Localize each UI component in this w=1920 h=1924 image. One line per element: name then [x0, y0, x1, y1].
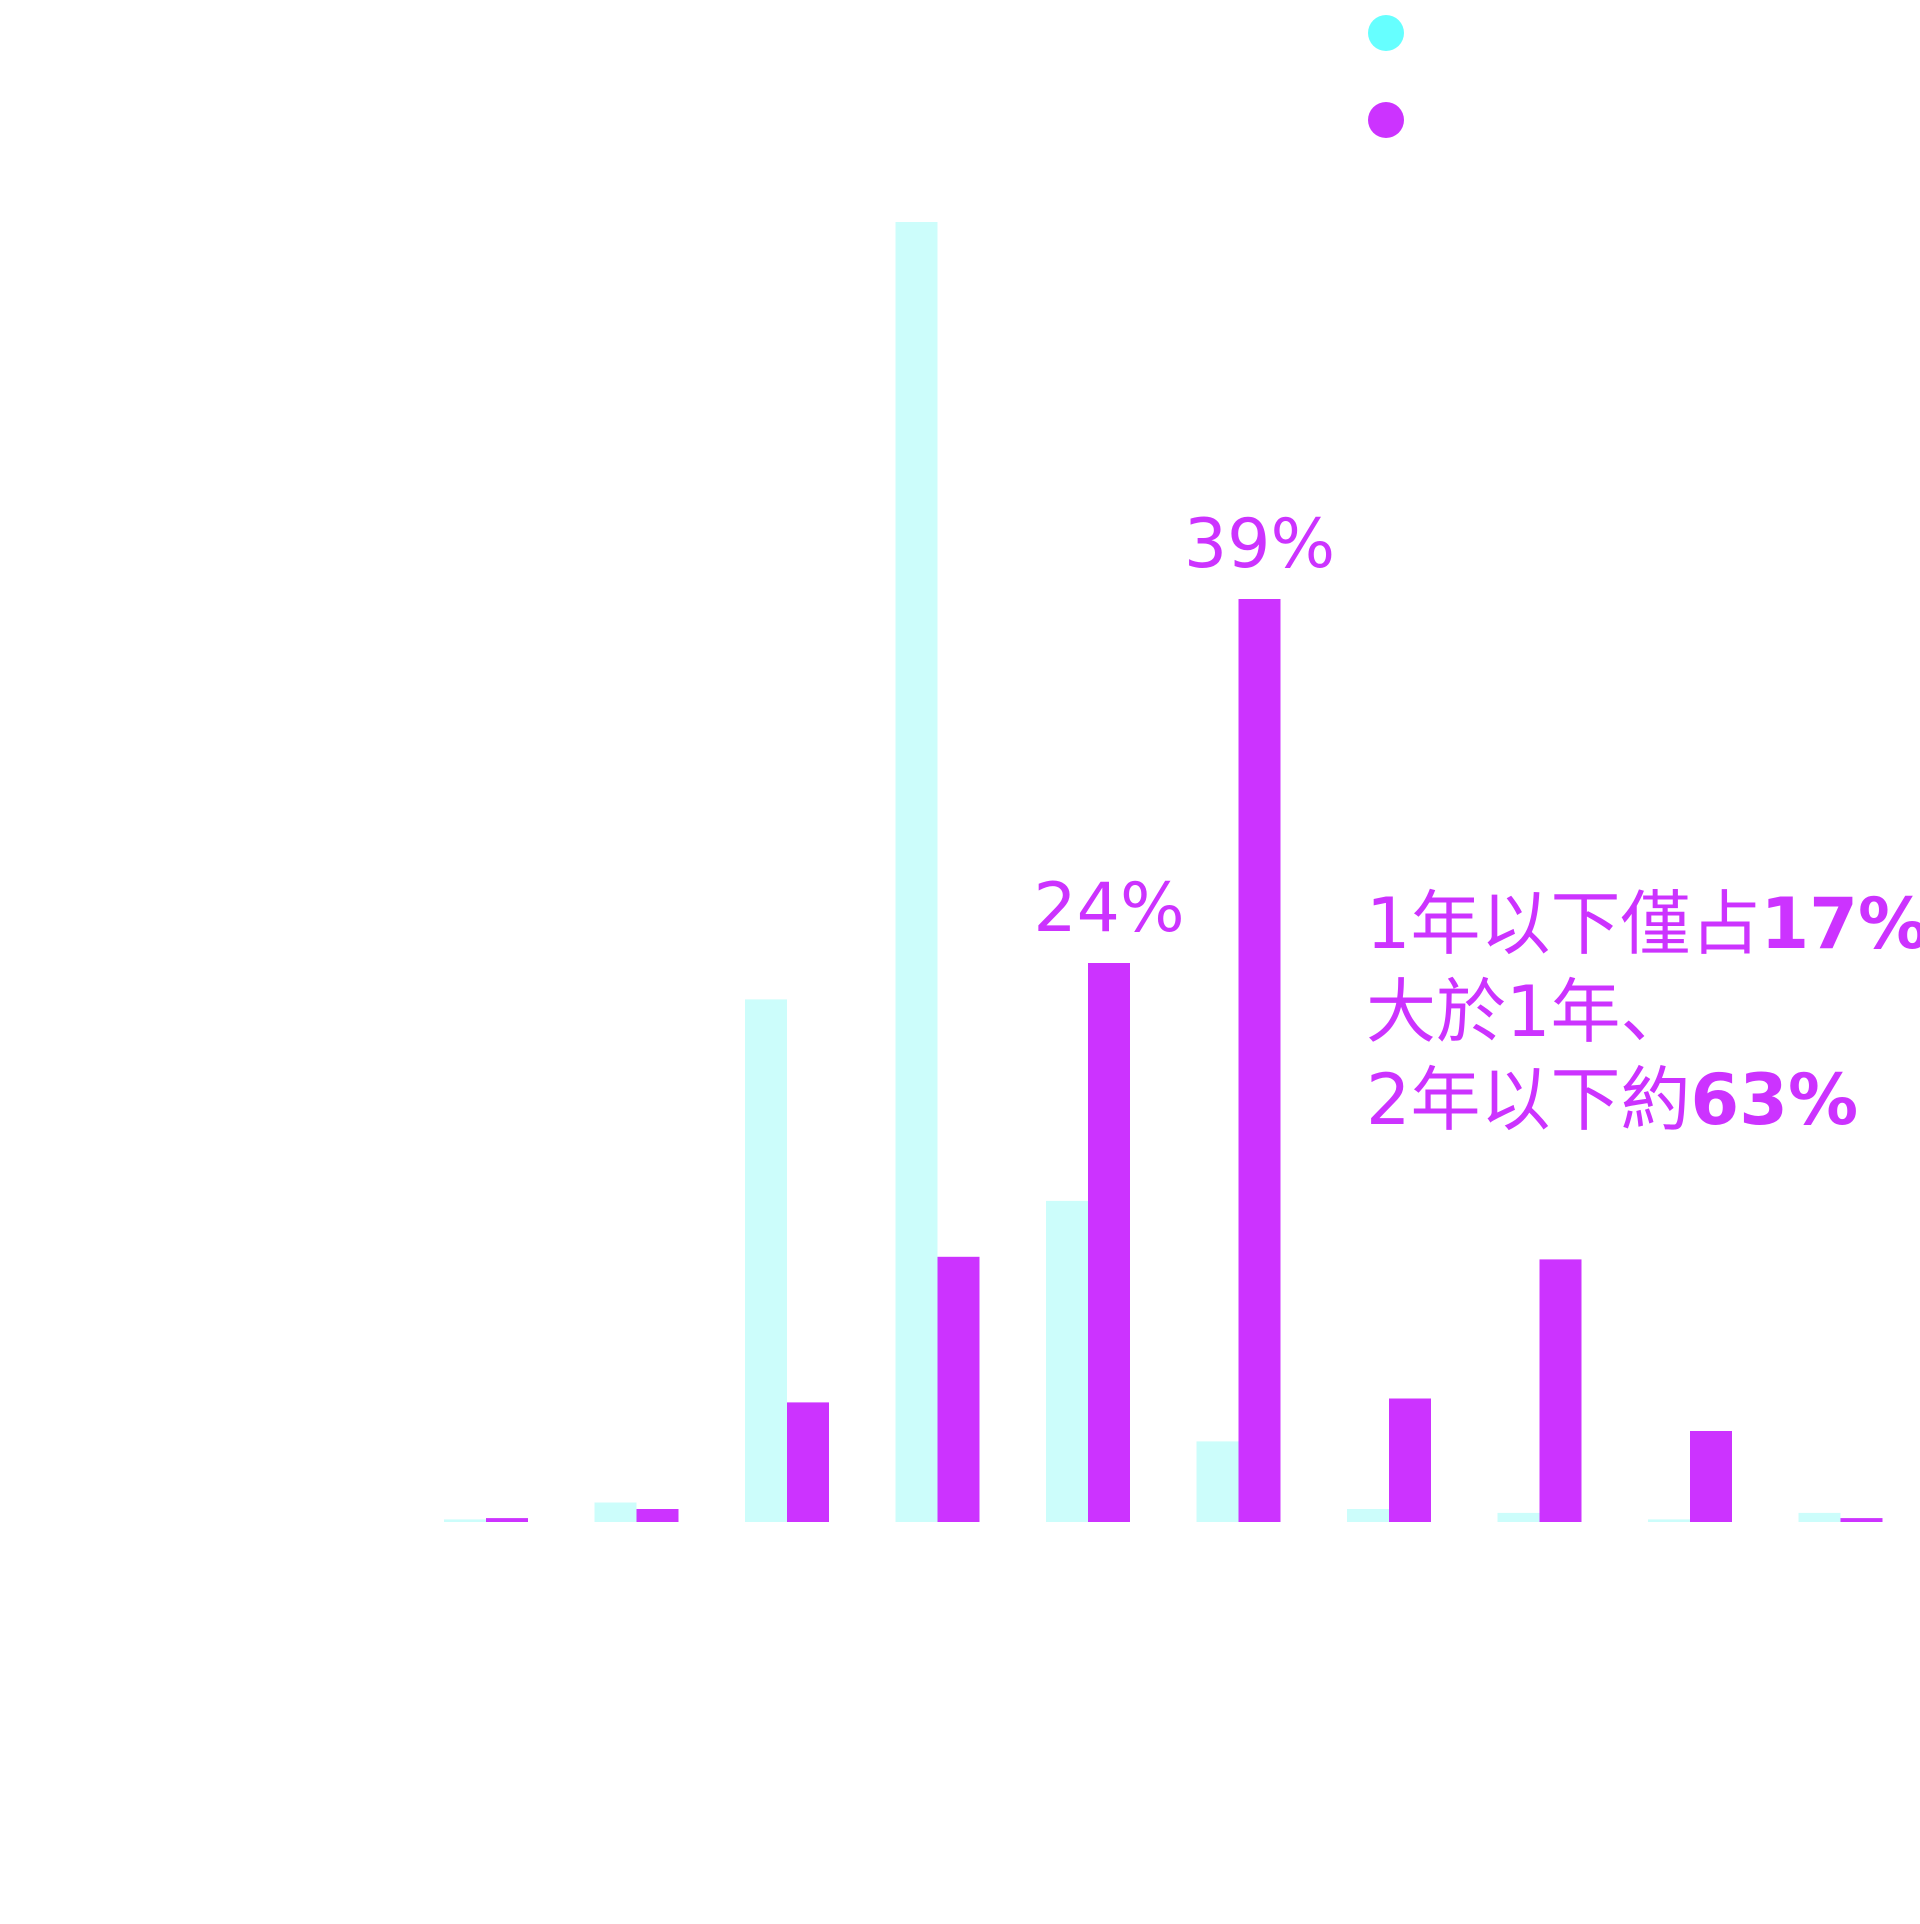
annotation-note: 1年以下僅占17% 大於1年、 2年以下約63% [1366, 880, 1920, 1144]
bar-series-a-3 [745, 999, 787, 1522]
legend-marker-series-b [1368, 102, 1404, 138]
bar-series-a-2 [594, 1502, 637, 1522]
bar-series-b-8 [1539, 1259, 1582, 1522]
legend-marker-series-a [1368, 15, 1404, 51]
annotation-text: 17% [1760, 883, 1920, 965]
annotation-text: 2年以下約 [1366, 1059, 1691, 1141]
bar-series-b-9 [1690, 1431, 1732, 1522]
bar-series-a-7 [1347, 1509, 1389, 1522]
annotation-text: 63% [1690, 1059, 1859, 1141]
bar-series-b-1 [486, 1518, 528, 1522]
annotation-line-1: 1年以下僅占17% [1366, 880, 1920, 968]
bar-series-b-6 [1238, 599, 1281, 1522]
annotation-line-2: 大於1年、 [1366, 968, 1920, 1056]
data-label-2: 39% [1183, 505, 1336, 584]
bar-series-b-4 [937, 1256, 980, 1522]
bar-series-b-7 [1389, 1398, 1431, 1522]
bar-series-b-2 [636, 1509, 679, 1522]
bar-series-a-6 [1196, 1441, 1239, 1522]
bar-series-a-1 [444, 1519, 486, 1522]
bar-series-a-5 [1046, 1200, 1088, 1522]
bar-series-a-8 [1497, 1512, 1540, 1522]
annotation-text: 大於1年、 [1366, 971, 1691, 1053]
data-label-1: 24% [1033, 869, 1185, 948]
bar-series-a-4 [895, 222, 938, 1522]
annotation-line-3: 2年以下約63% [1366, 1056, 1920, 1144]
bar-series-b-5 [1088, 963, 1130, 1522]
bar-series-b-10 [1840, 1518, 1883, 1522]
bar-series-a-10 [1798, 1512, 1841, 1522]
bar-series-a-9 [1648, 1519, 1690, 1522]
bar-series-b-3 [787, 1402, 829, 1522]
annotation-text: 1年以下僅占 [1366, 883, 1761, 965]
